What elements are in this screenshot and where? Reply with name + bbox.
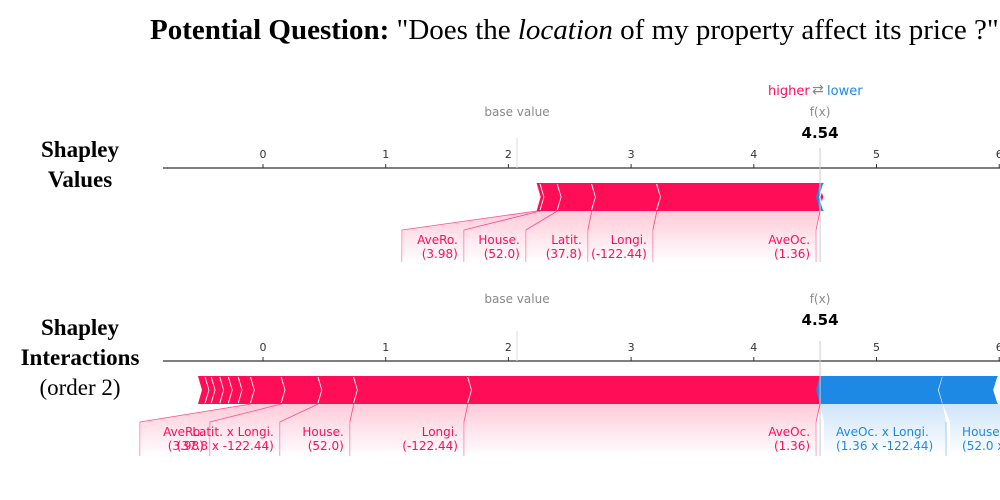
negative-segment [816, 376, 943, 404]
positive-segment [353, 376, 472, 404]
feature-value-label: (37.8) [546, 247, 582, 261]
row-label-shapley-interactions: Shapley Interactions (order 2) [0, 313, 160, 403]
feature-name-label: House. [302, 425, 343, 439]
base-value-label: base value [484, 292, 549, 306]
positive-segment [250, 376, 286, 404]
axis-tick-label: 2 [505, 148, 512, 161]
positive-segment [557, 183, 596, 211]
fx-value: 4.54 [802, 124, 839, 142]
feature-name-label: AveRo. [163, 425, 204, 439]
feature-value-label: (52.0) [308, 439, 344, 453]
label-connector [401, 211, 541, 262]
legend: higher ⇄ lower [768, 82, 863, 99]
label-connector [209, 404, 319, 456]
base-value-label: base value [484, 105, 549, 119]
row-label-shapley-values: Shapley Values [0, 135, 160, 195]
axis-tick-label: 6 [996, 341, 1000, 354]
feature-name-label: Longi. [611, 233, 647, 247]
label-connector [587, 211, 657, 262]
connector-line [815, 210, 821, 231]
axis-tick-label: 6 [996, 148, 1000, 161]
axis-tick-label: 5 [873, 341, 880, 354]
row-label-line3: (order 2) [39, 375, 121, 400]
legend-lower: lower [827, 84, 863, 99]
fx-label: f(x) [810, 105, 831, 119]
positive-segment [211, 376, 225, 404]
axis-tick-label: 0 [260, 341, 267, 354]
axis-tick-label: 5 [873, 148, 880, 161]
axis-tick-label: 4 [750, 341, 757, 354]
positive-segment [238, 376, 255, 404]
axis-tick-label: 1 [382, 341, 389, 354]
positive-segment [656, 183, 825, 211]
feature-name-label: House. [478, 233, 519, 247]
feature-value-label: (1.36) [774, 247, 810, 261]
fx-label: f(x) [810, 292, 831, 306]
feature-value-label: (52.0) [484, 247, 520, 261]
positive-segment [281, 376, 323, 404]
row-label-line1: Shapley [41, 137, 119, 162]
fx-value: 4.54 [802, 311, 839, 329]
feature-value-label: (52.0 x ...) [962, 439, 1000, 453]
connector-line [815, 403, 821, 423]
feature-name-label: Longi. [422, 425, 458, 439]
feature-name-label: House. x ... [962, 425, 1000, 439]
page-title: Potential Question: "Does the location o… [150, 14, 1000, 47]
positive-segment [228, 376, 243, 404]
legend-arrow-icon: ⇄ [812, 82, 824, 98]
feature-value-label: (-122.44) [402, 439, 458, 453]
feature-value-label: (37.8 x -122.44) [177, 439, 274, 453]
positive-segment [536, 183, 545, 211]
axis-tick-label: 0 [260, 148, 267, 161]
segment-separator [993, 376, 999, 404]
feature-name-label: Latit. x Longi. [192, 425, 274, 439]
axis-tick-label: 2 [505, 341, 512, 354]
axis-tick-label: 4 [750, 148, 757, 161]
positive-segment [220, 376, 233, 404]
legend-higher: higher [768, 84, 810, 99]
axis-tick-label: 1 [382, 148, 389, 161]
label-connector [942, 404, 1000, 456]
row-label-line2: Values [47, 167, 113, 192]
positive-segment [591, 183, 661, 211]
feature-name-label: AveRo. [417, 233, 458, 247]
axis-tick-label: 3 [628, 341, 635, 354]
title-part1: "Does the [389, 14, 518, 46]
title-lead: Potential Question: [150, 14, 390, 46]
row-label-line2: Interactions [20, 345, 140, 370]
feature-name-label: AveOc. [768, 233, 810, 247]
axis-tick-label: 3 [628, 148, 635, 161]
feature-value-label: (-122.44) [591, 247, 647, 261]
feature-value-label: (1.36) [774, 439, 810, 453]
connector-line [401, 210, 537, 231]
feature-value-label: (3.98) [422, 247, 458, 261]
feature-name-label: AveOc. x Longi. [836, 425, 929, 439]
feature-name-label: AveOc. [768, 425, 810, 439]
feature-value-label: (1.36 x -122.44) [836, 439, 933, 453]
positive-segment [540, 183, 562, 211]
label-connector [139, 404, 282, 456]
feature-name-label: Latit. [551, 233, 582, 247]
label-connector [463, 404, 821, 456]
title-emphasis: location [517, 14, 613, 46]
feature-value-label: (3.98) [168, 439, 204, 453]
positive-segment [467, 376, 825, 404]
label-connector [349, 404, 468, 456]
label-connector [820, 404, 947, 456]
label-connector [652, 211, 821, 262]
positive-segment [318, 376, 358, 404]
label-connector [279, 404, 354, 456]
label-connector [525, 211, 592, 262]
title-part2: of my property affect its price ?" [612, 14, 999, 46]
label-connector [463, 211, 558, 262]
connector-line [139, 403, 251, 423]
negative-segment [938, 376, 998, 404]
row-label-line1: Shapley [41, 315, 119, 340]
